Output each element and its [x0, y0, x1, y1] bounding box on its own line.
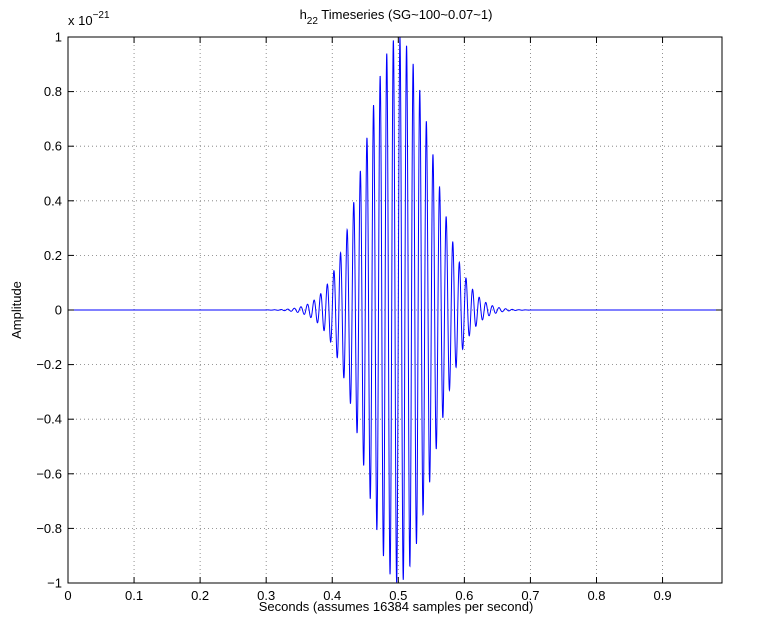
title-subscript: 22	[307, 16, 319, 27]
series-line	[68, 37, 722, 583]
y-tick-label: 0.4	[44, 193, 62, 208]
x-tick-label: 0.5	[389, 588, 407, 603]
y-tick-label: −1	[47, 576, 62, 591]
y-exponent-base: x 10	[68, 13, 93, 28]
y-tick-label: −0.4	[36, 412, 62, 427]
y-tick-label: −0.6	[36, 466, 62, 481]
x-tick-label: 0.2	[191, 588, 209, 603]
y-tick-label: 0.6	[44, 139, 62, 154]
x-tick-label: 0.6	[455, 588, 473, 603]
title-symbol: h	[300, 7, 307, 22]
y-tick-label: 1	[55, 30, 62, 45]
x-axis-label: Seconds (assumes 16384 samples per secon…	[259, 599, 534, 614]
title-text: Timeseries (SG~100~0.07~1)	[318, 7, 493, 22]
y-exponent-label: x 10−21	[68, 10, 110, 28]
x-tick-labels: 0 0.1 0.2 0.3 0.4 0.5 0.6 0.7 0.8 0.9	[64, 588, 671, 603]
y-axis-label: Amplitude	[9, 281, 24, 339]
tick-marks	[67, 36, 722, 584]
x-tick-label: 0.4	[323, 588, 341, 603]
y-tick-labels: −1 −0.8 −0.6 −0.4 −0.2 0 0.2 0.4 0.6 0.8 1	[36, 30, 62, 591]
x-tick-label: 0.7	[521, 588, 539, 603]
y-tick-label: 0.8	[44, 84, 62, 99]
x-tick-label: 0	[64, 588, 71, 603]
y-tick-label: −0.2	[36, 357, 62, 372]
x-tick-label: 0.9	[654, 588, 672, 603]
x-tick-label: 0.1	[125, 588, 143, 603]
x-tick-label: 0.3	[257, 588, 275, 603]
y-tick-label: 0	[55, 303, 62, 318]
y-tick-label: 0.2	[44, 248, 62, 263]
y-tick-label: −0.8	[36, 521, 62, 536]
y-exponent-power: −21	[93, 10, 110, 21]
x-tick-label: 0.8	[587, 588, 605, 603]
series-layer	[68, 37, 722, 583]
chart-title: h22 Timeseries (SG~100~0.07~1)	[300, 7, 493, 27]
